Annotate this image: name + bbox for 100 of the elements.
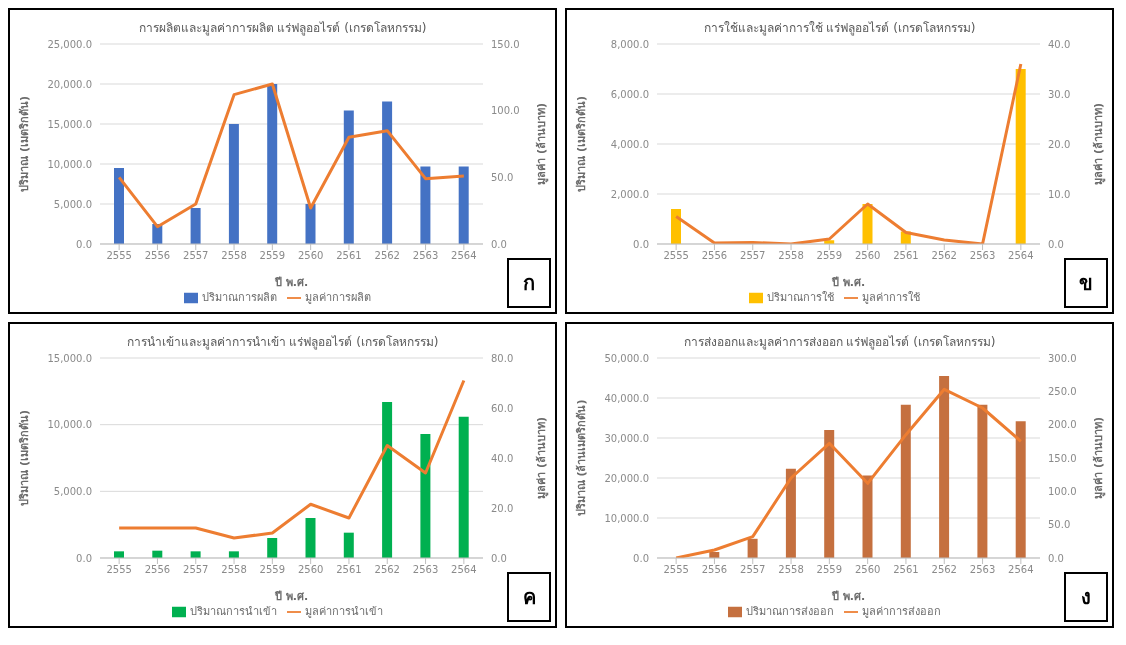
x-tick-label: 2555 <box>663 564 689 576</box>
y2-tick-label: 50.0 <box>491 171 514 183</box>
x-tick-label: 2564 <box>1008 564 1034 576</box>
bar <box>747 538 758 558</box>
text: ข <box>1064 258 1108 308</box>
legend-label: มูลค่าการนำเข้า <box>305 605 383 618</box>
bar <box>1015 69 1026 244</box>
y2-tick-label: 0.0 <box>1048 552 1064 564</box>
x-axis-title: ปี พ.ศ. <box>273 590 309 603</box>
x-tick-label: 2559 <box>816 250 843 262</box>
x-tick-label: 2557 <box>740 564 766 576</box>
y-tick-label: 20,000.0 <box>604 472 649 484</box>
y2-tick-label: 20.0 <box>491 502 514 514</box>
x-tick-label: 2560 <box>297 250 324 262</box>
y-tick-label: 50,000.0 <box>604 352 649 364</box>
y2-tick-label: 60.0 <box>491 402 514 414</box>
y2-tick-label: 30.0 <box>1048 88 1071 100</box>
y2-axis-title: มูลค่า (ล้านบาท) <box>534 103 549 185</box>
y2-tick-label: 150.0 <box>1048 452 1077 464</box>
bar <box>343 532 354 558</box>
bar <box>267 538 278 558</box>
x-tick-label: 2562 <box>374 250 400 262</box>
legend-label: มูลค่าการส่งออก <box>862 605 941 618</box>
x-tick-label: 2564 <box>451 250 477 262</box>
x-tick-label: 2561 <box>893 250 919 262</box>
bar <box>420 434 431 558</box>
y-tick-label: 6,000.0 <box>610 88 649 100</box>
y2-tick-label: 0.0 <box>1048 238 1064 250</box>
x-tick-label: 2564 <box>1008 250 1034 262</box>
y2-tick-label: 20.0 <box>1048 138 1071 150</box>
x-tick-label: 2561 <box>336 564 362 576</box>
x-tick-label: 2555 <box>106 564 132 576</box>
y-tick-label: 15,000.0 <box>47 118 92 130</box>
chart-title: การใช้และมูลค่าการใช้ แร่ฟลูออไรต์ (เกรดโลหกรรม) <box>702 20 977 38</box>
chart-title: การนำเข้าและมูลค่าการนำเข้า แร่ฟลูออไรต์ (เกรดโลหกรรม) <box>125 334 440 352</box>
y-tick-label: 10,000.0 <box>47 419 92 431</box>
x-tick-label: 2559 <box>816 564 843 576</box>
y2-tick-label: 50.0 <box>1048 519 1071 531</box>
y-tick-label: 40,000.0 <box>604 392 649 404</box>
bar <box>900 404 911 558</box>
y-axis-title: ปริมาณ (เมตริกตัน) <box>17 96 31 192</box>
legend-label: ปริมาณการส่งออก <box>746 605 834 618</box>
x-tick-label: 2557 <box>740 250 766 262</box>
y-axis-title: ปริมาณ (เมตริกตัน) <box>17 410 31 506</box>
y2-tick-label: 150.0 <box>491 38 520 50</box>
x-tick-label: 2556 <box>144 250 171 262</box>
x-tick-label: 2563 <box>412 250 439 262</box>
x-tick-label: 2556 <box>144 564 171 576</box>
x-tick-label: 2557 <box>183 564 209 576</box>
y-tick-label: 2,000.0 <box>610 188 649 200</box>
bar <box>228 124 239 244</box>
line-series <box>117 82 466 229</box>
legend-label: ปริมาณการผลิต <box>202 291 277 304</box>
y-tick-label: 0.0 <box>76 238 92 250</box>
x-tick-label: 2562 <box>931 564 957 576</box>
bar <box>190 208 201 244</box>
y-tick-label: 0.0 <box>633 552 649 564</box>
y2-tick-label: 40.0 <box>1048 38 1071 50</box>
x-tick-label: 2563 <box>969 564 996 576</box>
y-tick-label: 5,000.0 <box>53 485 92 497</box>
bar <box>1015 421 1026 558</box>
x-tick-label: 2560 <box>297 564 324 576</box>
x-axis-title: ปี พ.ศ. <box>830 276 866 289</box>
x-tick-label: 2561 <box>336 250 362 262</box>
y-tick-label: 20,000.0 <box>47 78 92 90</box>
bar <box>382 402 393 558</box>
legend-label: ปริมาณการใช้ <box>767 291 834 304</box>
bar <box>305 518 316 558</box>
x-tick-label: 2560 <box>854 564 881 576</box>
y2-tick-label: 100.0 <box>1048 485 1077 497</box>
x-tick-label: 2559 <box>259 250 286 262</box>
line-series <box>674 62 1023 244</box>
x-axis-title: ปี พ.ศ. <box>830 590 866 603</box>
x-axis-title: ปี พ.ศ. <box>273 276 309 289</box>
x-tick-label: 2563 <box>969 250 996 262</box>
y2-tick-label: 40.0 <box>491 452 514 464</box>
chart-title: การผลิตและมูลค่าการผลิต แร่ฟลูออไรต์ (เกรดโลหกรรม) <box>137 20 428 38</box>
legend-label: มูลค่าการผลิต <box>305 291 371 304</box>
chart-title: การส่งออกและมูลค่าการส่งออก แร่ฟลูออไรต์ (เกรดโลหกรรม) <box>682 334 997 352</box>
bar <box>458 166 469 244</box>
x-tick-label: 2556 <box>701 564 728 576</box>
bar <box>114 168 124 244</box>
text: ง <box>1064 572 1108 622</box>
bar <box>343 110 354 244</box>
y-tick-label: 5,000.0 <box>53 198 92 210</box>
text: ค <box>507 572 551 622</box>
bar <box>190 551 201 558</box>
x-tick-label: 2564 <box>451 564 477 576</box>
bar <box>824 430 835 558</box>
bar <box>420 166 431 244</box>
y2-tick-label: 250.0 <box>1048 385 1077 397</box>
y2-tick-label: 80.0 <box>491 352 514 364</box>
text: ก <box>507 258 551 308</box>
y-tick-label: 0.0 <box>76 552 92 564</box>
bar <box>228 551 239 558</box>
bar <box>977 404 988 558</box>
y2-axis-title: มูลค่า (ล้านบาท) <box>534 417 549 499</box>
bar <box>862 475 873 558</box>
x-tick-label: 2560 <box>854 250 881 262</box>
y-tick-label: 10,000.0 <box>47 158 92 170</box>
